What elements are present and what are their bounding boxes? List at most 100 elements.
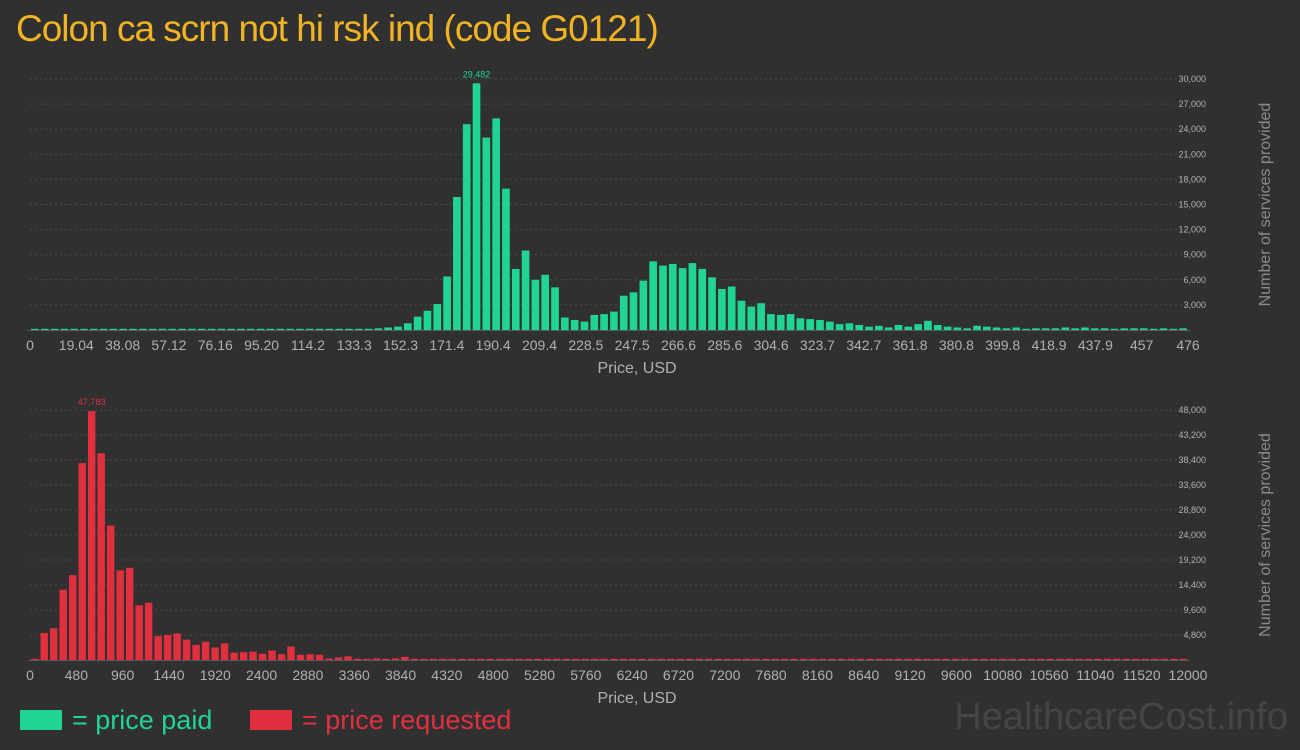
x-tick-label: 0 <box>26 667 34 683</box>
bar <box>78 463 86 660</box>
bar <box>572 658 580 660</box>
bar <box>591 658 599 660</box>
bar <box>1094 658 1102 660</box>
y-tick-label: 33,600 <box>1178 480 1206 490</box>
y-tick-label: 14,400 <box>1178 580 1206 590</box>
bar <box>562 658 570 660</box>
bar <box>1132 658 1140 660</box>
bar <box>914 324 922 330</box>
bar <box>467 658 476 660</box>
bar <box>1056 658 1064 660</box>
bar <box>1140 328 1148 330</box>
bar <box>1141 658 1149 660</box>
bar <box>963 328 972 330</box>
bar <box>69 575 77 660</box>
bar <box>502 188 510 330</box>
bar <box>258 653 267 660</box>
bar <box>477 658 485 660</box>
bar <box>698 268 707 330</box>
bar <box>718 289 726 330</box>
bar <box>668 263 677 330</box>
x-tick-label: 247.5 <box>615 337 650 353</box>
bar <box>666 658 675 660</box>
bar <box>458 658 466 660</box>
x-tick-label: 3360 <box>339 667 370 683</box>
bar <box>649 261 657 330</box>
x-tick-label: 304.6 <box>754 337 789 353</box>
bar <box>139 328 147 330</box>
bar <box>904 326 913 330</box>
bar <box>923 658 931 660</box>
bar <box>239 652 248 660</box>
x-tick-label: 57.12 <box>151 337 186 353</box>
bar <box>970 658 979 660</box>
x-tick-label: 323.7 <box>800 337 835 353</box>
bar <box>364 328 373 330</box>
bar <box>144 602 153 660</box>
bar <box>256 328 265 330</box>
bar <box>847 658 855 660</box>
bar <box>638 658 646 660</box>
bar <box>372 658 381 660</box>
bar <box>885 658 893 660</box>
x-tick-label: 2400 <box>246 667 277 683</box>
x-tick-label: 8640 <box>848 667 879 683</box>
x-tick-label: 4320 <box>431 667 462 683</box>
bar <box>192 644 200 660</box>
bar <box>610 658 618 660</box>
bar <box>59 589 67 660</box>
bar <box>1159 328 1168 330</box>
bar <box>1103 658 1112 660</box>
bar <box>989 658 998 660</box>
bar <box>1008 658 1017 660</box>
bar <box>1051 328 1060 330</box>
x-tick-label: 171.4 <box>429 337 464 353</box>
bar <box>786 314 795 330</box>
bar <box>1071 328 1079 330</box>
x-tick-label: 38.08 <box>105 337 140 353</box>
y-tick-label: 3,000 <box>1183 300 1206 310</box>
bar <box>1170 658 1178 660</box>
bar <box>685 658 694 660</box>
bar <box>1120 328 1129 330</box>
bar <box>727 286 736 330</box>
bar <box>953 327 962 330</box>
bar <box>688 263 697 330</box>
y-tick-label: 27,000 <box>1178 99 1206 109</box>
bar <box>188 328 196 330</box>
legend-requested: = price requested <box>250 704 511 736</box>
x-tick-label: 3840 <box>385 667 416 683</box>
bar <box>305 328 314 330</box>
bar <box>714 658 722 660</box>
bar <box>600 658 608 660</box>
bar <box>97 453 105 660</box>
bar <box>325 658 333 660</box>
bar <box>70 328 78 330</box>
bar <box>129 328 137 330</box>
bar <box>676 658 684 660</box>
bar <box>1002 328 1011 330</box>
x-tick-label: 476 <box>1176 337 1200 353</box>
x-axis-label: Price, USD <box>597 690 676 707</box>
bar <box>334 657 343 660</box>
bar <box>932 658 941 660</box>
bar <box>211 647 219 660</box>
bar <box>1179 658 1187 660</box>
x-tick-label: 361.8 <box>893 337 928 353</box>
price-paid-histogram: 3,000 6,000 9,000 12,000 15,000 18,000 21,000 2… <box>26 69 1274 377</box>
bar <box>825 321 834 330</box>
y-tick-label: 30,000 <box>1178 74 1206 84</box>
bar <box>818 658 827 660</box>
bar <box>757 303 765 330</box>
bar <box>553 658 561 660</box>
y-axis-label: Number of services provided <box>1257 433 1274 637</box>
bar <box>287 646 295 660</box>
bar <box>629 292 638 330</box>
x-tick-label: 11040 <box>1076 667 1114 683</box>
bar <box>472 83 481 331</box>
bar <box>924 320 932 330</box>
bar <box>943 326 952 330</box>
bar <box>268 650 276 660</box>
bar <box>580 321 589 330</box>
bar <box>942 658 950 660</box>
